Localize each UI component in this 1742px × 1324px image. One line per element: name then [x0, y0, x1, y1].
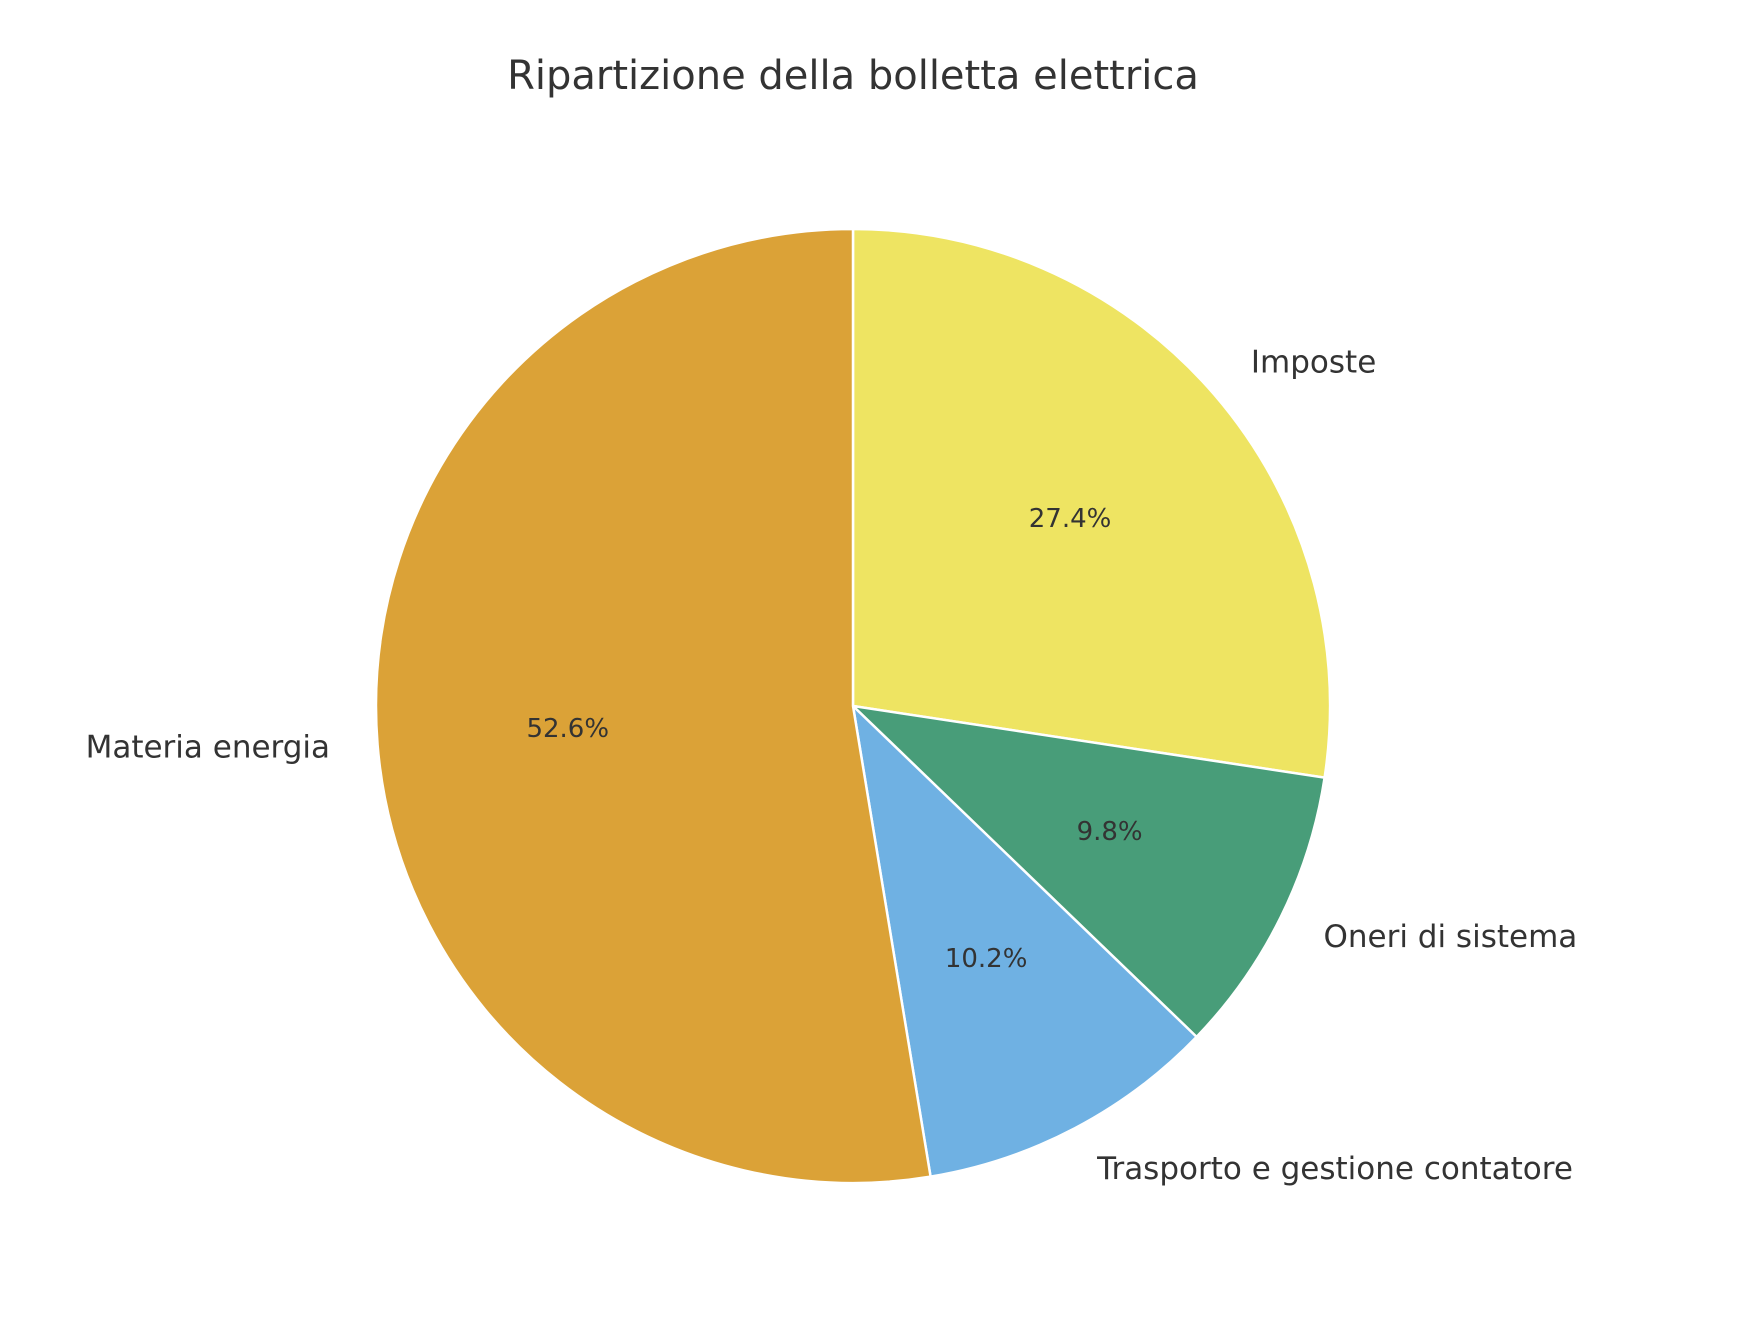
- value-label: 10.2%: [945, 944, 1028, 974]
- slice-label: Trasporto e gestione contatore: [1096, 1151, 1573, 1187]
- pie-slice: [849, 704, 1327, 1039]
- value-label: 27.4%: [1029, 504, 1112, 534]
- pie-slice: [851, 227, 1332, 780]
- value-label: 52.6%: [526, 714, 609, 744]
- slice-label: Imposte: [1251, 344, 1376, 380]
- value-label: 9.8%: [1077, 817, 1143, 847]
- pie-slice: [374, 227, 933, 1185]
- slice-label: Oneri di sistema: [1323, 919, 1577, 955]
- chart-title: Ripartizione della bolletta elettrica: [507, 53, 1199, 99]
- slice-label: Materia energia: [86, 729, 330, 765]
- pie-slice: [851, 702, 1199, 1179]
